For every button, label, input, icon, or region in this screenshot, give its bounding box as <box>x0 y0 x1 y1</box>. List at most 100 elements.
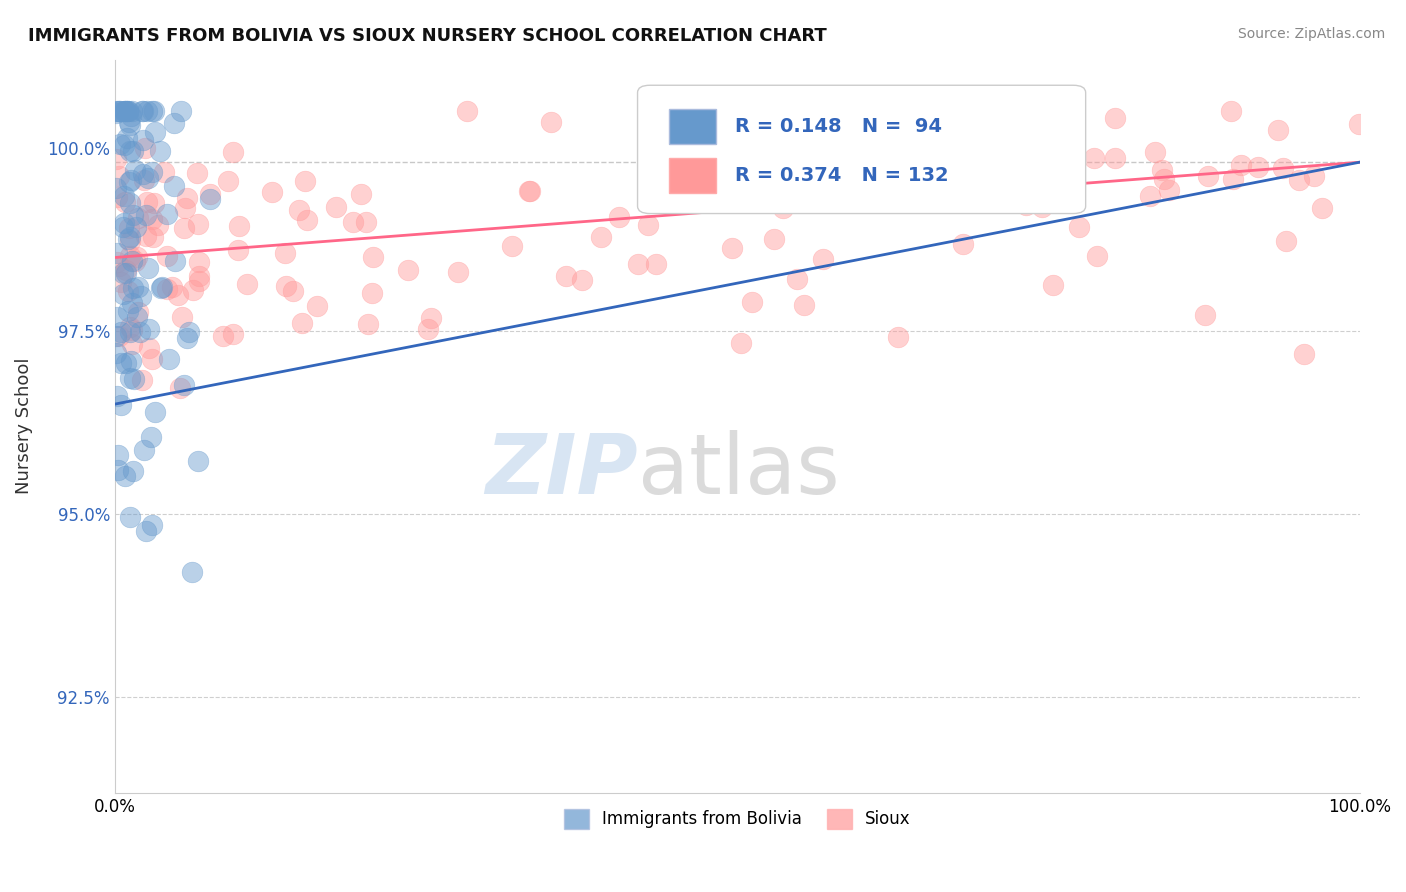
Point <box>122 464 145 478</box>
Point <box>136 195 159 210</box>
Point <box>122 281 145 295</box>
Point <box>1222 172 1244 186</box>
Point <box>110 275 132 289</box>
Point <box>138 341 160 355</box>
Point <box>115 266 138 280</box>
Point <box>118 326 141 340</box>
Point <box>135 103 157 118</box>
Point <box>645 257 668 271</box>
Point <box>1310 201 1333 215</box>
Point <box>105 389 128 403</box>
Point <box>132 133 155 147</box>
Point <box>1247 161 1270 175</box>
Point <box>117 232 139 246</box>
Point <box>1083 151 1105 165</box>
Point <box>120 196 142 211</box>
Point <box>141 165 163 179</box>
Point <box>127 310 149 324</box>
Point <box>125 220 148 235</box>
Point <box>793 298 815 312</box>
Point <box>108 259 131 273</box>
Point <box>146 218 169 232</box>
Point <box>721 242 744 256</box>
Point <box>121 322 143 336</box>
Point <box>294 174 316 188</box>
Point <box>149 144 172 158</box>
Point <box>110 326 132 340</box>
Point <box>132 173 155 187</box>
Point <box>111 286 134 301</box>
Point <box>1194 309 1216 323</box>
Point <box>1347 117 1369 131</box>
Point <box>811 252 834 267</box>
Legend: Immigrants from Bolivia, Sioux: Immigrants from Bolivia, Sioux <box>557 802 917 836</box>
Point <box>169 381 191 395</box>
Point <box>131 373 153 387</box>
Point <box>156 282 179 296</box>
Point <box>361 251 384 265</box>
Point <box>589 230 612 244</box>
Point <box>138 260 160 275</box>
Point <box>1292 347 1315 361</box>
Point <box>134 524 156 538</box>
Point <box>291 316 314 330</box>
Bar <box>669 109 716 144</box>
Point <box>143 405 166 419</box>
Point <box>117 284 139 298</box>
Point <box>342 215 364 229</box>
Text: ZIP: ZIP <box>485 430 637 510</box>
Point <box>112 189 135 203</box>
Point <box>112 138 135 153</box>
Point <box>122 208 145 222</box>
Point <box>173 377 195 392</box>
Point <box>107 103 129 118</box>
Point <box>963 193 986 207</box>
Point <box>141 351 163 366</box>
Point <box>307 299 329 313</box>
Point <box>1288 172 1310 186</box>
Point <box>1104 151 1126 165</box>
Point <box>117 304 139 318</box>
Point <box>118 249 141 263</box>
Point <box>104 346 127 360</box>
Point <box>181 284 204 298</box>
Point <box>111 266 134 280</box>
Point <box>132 103 155 118</box>
Point <box>107 463 129 477</box>
Point <box>1267 123 1289 137</box>
Point <box>212 328 235 343</box>
Point <box>125 250 148 264</box>
Point <box>181 565 204 579</box>
Point <box>288 203 311 218</box>
Point <box>122 372 145 386</box>
Point <box>1031 200 1053 214</box>
Point <box>163 254 186 268</box>
Point <box>118 370 141 384</box>
Point <box>105 105 128 120</box>
Point <box>135 229 157 244</box>
Point <box>107 329 129 343</box>
Point <box>141 430 163 444</box>
Point <box>156 207 179 221</box>
Point <box>281 284 304 298</box>
Point <box>143 103 166 118</box>
Point <box>143 125 166 139</box>
Point <box>118 115 141 129</box>
Point <box>142 195 165 210</box>
Y-axis label: Nursery School: Nursery School <box>15 358 32 494</box>
Point <box>609 210 631 224</box>
Point <box>105 152 128 166</box>
Point <box>141 103 163 118</box>
Point <box>172 310 194 325</box>
Point <box>262 185 284 199</box>
Point <box>200 186 222 201</box>
Point <box>118 230 141 244</box>
Point <box>803 103 825 118</box>
Point <box>163 178 186 193</box>
Point <box>138 171 160 186</box>
Point <box>105 310 128 324</box>
Point <box>1085 249 1108 263</box>
Point <box>141 518 163 533</box>
Point <box>120 354 142 368</box>
Point <box>167 288 190 302</box>
